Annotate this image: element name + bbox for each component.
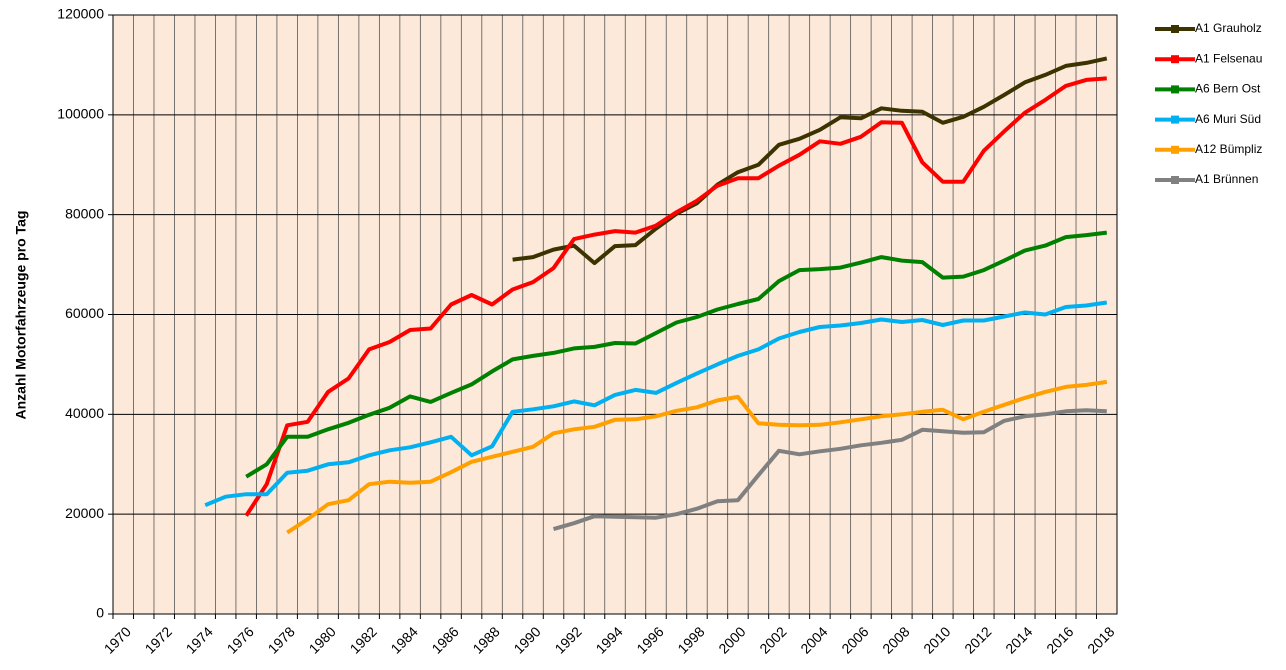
x-tick-label: 1992 bbox=[551, 623, 584, 656]
legend-marker bbox=[1171, 145, 1179, 154]
series-line bbox=[512, 56, 1108, 266]
x-tick-label: 2016 bbox=[1043, 623, 1076, 656]
series-line bbox=[286, 379, 1108, 535]
x-tick-label: 2018 bbox=[1084, 623, 1117, 656]
x-tick-label: 2002 bbox=[756, 623, 789, 656]
y-tick-label: 40000 bbox=[65, 405, 104, 421]
x-tick-label: 1990 bbox=[510, 623, 543, 656]
y-tick-label: 60000 bbox=[65, 305, 104, 321]
x-tick-label: 2010 bbox=[920, 623, 953, 656]
x-tick-label: 2014 bbox=[1002, 623, 1035, 656]
series-line bbox=[204, 300, 1108, 508]
legend-label: A6 Muri Süd bbox=[1195, 112, 1261, 126]
x-tick-label: 2000 bbox=[715, 623, 748, 656]
legend-label: A1 Felsenau bbox=[1195, 51, 1262, 65]
x-tick-label: 2004 bbox=[797, 623, 830, 656]
plot-border bbox=[112, 14, 1118, 615]
legend-label: A1 Grauholz bbox=[1195, 21, 1262, 35]
legend-marker bbox=[1171, 85, 1179, 94]
x-tick-label: 1972 bbox=[142, 623, 175, 656]
y-tick-label: 80000 bbox=[65, 205, 104, 221]
x-tick-label: 1980 bbox=[306, 623, 339, 656]
x-tick-label: 1994 bbox=[592, 623, 625, 656]
x-tick-label: 1982 bbox=[347, 623, 380, 656]
legend-label: A12 Bümpliz bbox=[1195, 142, 1262, 156]
x-tick-label: 1976 bbox=[224, 623, 257, 656]
x-tick-label: 1986 bbox=[428, 623, 461, 656]
legend-marker bbox=[1171, 176, 1179, 184]
legend-marker bbox=[1171, 25, 1179, 33]
y-tick-label: 120000 bbox=[57, 6, 104, 22]
legend-marker bbox=[1171, 55, 1179, 64]
x-tick-label: 2006 bbox=[838, 623, 871, 656]
series-line bbox=[245, 230, 1108, 479]
x-tick-label: 2008 bbox=[879, 623, 912, 656]
legend-label: A1 Brünnen bbox=[1195, 172, 1258, 186]
x-tick-label: 1978 bbox=[265, 623, 298, 656]
legend-label: A6 Bern Ost bbox=[1195, 82, 1261, 96]
y-tick-label: 100000 bbox=[57, 106, 104, 122]
x-tick-label: 1988 bbox=[469, 623, 502, 656]
x-tick-label: 2012 bbox=[961, 623, 994, 656]
x-tick-label: 1974 bbox=[183, 623, 216, 656]
series-line bbox=[244, 76, 1107, 517]
legend-marker bbox=[1171, 115, 1179, 124]
y-tick-label: 20000 bbox=[65, 505, 104, 521]
x-tick-label: 1998 bbox=[674, 623, 707, 656]
x-tick-label: 1984 bbox=[387, 623, 420, 656]
series-line bbox=[552, 408, 1107, 532]
x-tick-label: 1996 bbox=[633, 623, 666, 656]
y-tick-label: 0 bbox=[96, 605, 104, 621]
y-axis-label: Anzahl Motorfahrzeuge pro Tag bbox=[13, 211, 29, 420]
x-tick-label: 1970 bbox=[101, 623, 134, 656]
